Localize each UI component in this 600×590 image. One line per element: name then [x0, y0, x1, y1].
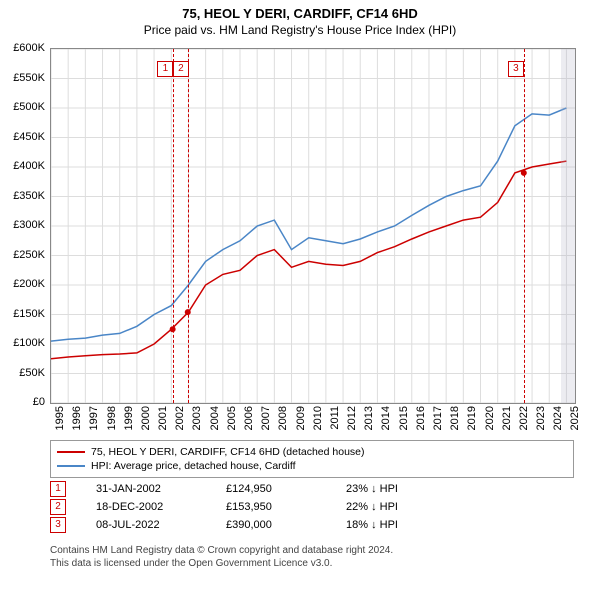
y-tick-label: £100K: [5, 337, 45, 349]
table-row: 2 18-DEC-2002£153,95022% ↓ HPI: [50, 498, 446, 516]
footnote-line-2: This data is licensed under the Open Gov…: [50, 557, 393, 570]
legend-label: HPI: Average price, detached house, Card…: [91, 460, 296, 472]
sale-pct: 22% ↓ HPI: [346, 501, 446, 513]
x-tick-label: 2011: [329, 406, 341, 430]
sales-table: 1 31-JAN-2002£124,95023% ↓ HPI 2 18-DEC-200…: [50, 480, 446, 534]
x-tick-label: 2018: [449, 406, 461, 430]
plot-area: 12 3: [50, 48, 576, 404]
x-tick-label: 2007: [260, 406, 272, 430]
legend-label: 75, HEOL Y DERI, CARDIFF, CF14 6HD (deta…: [91, 446, 365, 458]
x-tick-label: 2013: [363, 406, 375, 430]
legend-swatch: [57, 451, 85, 453]
sale-pct: 18% ↓ HPI: [346, 519, 446, 531]
table-row: 1 31-JAN-2002£124,95023% ↓ HPI: [50, 480, 446, 498]
x-tick-label: 1996: [71, 406, 83, 430]
y-tick-label: £200K: [5, 278, 45, 290]
forecast-shade: [561, 49, 575, 403]
sale-marker: 3: [508, 61, 524, 77]
x-tick-label: 2008: [277, 406, 289, 430]
x-tick-label: 2002: [174, 406, 186, 430]
y-tick-label: £300K: [5, 219, 45, 231]
x-tick-label: 1995: [54, 406, 66, 430]
x-tick-label: 2001: [157, 406, 169, 430]
x-tick-label: 2020: [484, 406, 496, 430]
x-tick-label: 2016: [415, 406, 427, 430]
x-tick-label: 2019: [466, 406, 478, 430]
y-tick-label: £600K: [5, 42, 45, 54]
x-tick-label: 1997: [88, 406, 100, 430]
x-tick-label: 2004: [209, 406, 221, 430]
sale-number-box: 1: [50, 481, 66, 497]
chart-subtitle: Price paid vs. HM Land Registry's House …: [0, 23, 600, 37]
x-tick-label: 2023: [535, 406, 547, 430]
sale-vline: [188, 49, 189, 403]
legend-row: HPI: Average price, detached house, Card…: [57, 459, 567, 473]
x-tick-label: 2021: [501, 406, 513, 430]
y-tick-label: £150K: [5, 308, 45, 320]
sale-vline: [524, 49, 525, 403]
x-tick-label: 2005: [226, 406, 238, 430]
table-row: 3 08-JUL-2022£390,00018% ↓ HPI: [50, 516, 446, 534]
y-tick-label: £350K: [5, 190, 45, 202]
x-tick-label: 2000: [140, 406, 152, 430]
y-tick-label: £500K: [5, 101, 45, 113]
x-tick-label: 1999: [123, 406, 135, 430]
plot-svg: [51, 49, 575, 403]
sale-number-box: 2: [50, 499, 66, 515]
x-tick-label: 2024: [552, 406, 564, 430]
y-tick-label: £550K: [5, 72, 45, 84]
legend: 75, HEOL Y DERI, CARDIFF, CF14 6HD (deta…: [50, 440, 574, 478]
sale-date: 31-JAN-2002: [96, 483, 226, 495]
footnote-line-1: Contains HM Land Registry data © Crown c…: [50, 544, 393, 557]
sale-marker: 2: [173, 61, 189, 77]
sale-price: £390,000: [226, 519, 346, 531]
legend-swatch: [57, 465, 85, 467]
x-tick-label: 2003: [191, 406, 203, 430]
sale-price: £124,950: [226, 483, 346, 495]
x-tick-label: 2012: [346, 406, 358, 430]
x-tick-label: 2025: [569, 406, 581, 430]
sale-date: 08-JUL-2022: [96, 519, 226, 531]
sale-price: £153,950: [226, 501, 346, 513]
chart-title: 75, HEOL Y DERI, CARDIFF, CF14 6HD: [0, 0, 600, 21]
y-tick-label: £450K: [5, 131, 45, 143]
x-tick-label: 2009: [295, 406, 307, 430]
sale-vline: [173, 49, 174, 403]
x-tick-label: 2010: [312, 406, 324, 430]
y-tick-label: £50K: [5, 367, 45, 379]
sale-marker: 1: [157, 61, 173, 77]
x-tick-label: 2015: [398, 406, 410, 430]
footnote: Contains HM Land Registry data © Crown c…: [50, 544, 393, 570]
x-tick-label: 2017: [432, 406, 444, 430]
sale-pct: 23% ↓ HPI: [346, 483, 446, 495]
x-tick-label: 1998: [106, 406, 118, 430]
sale-date: 18-DEC-2002: [96, 501, 226, 513]
x-tick-label: 2022: [518, 406, 530, 430]
x-tick-label: 2014: [380, 406, 392, 430]
legend-row: 75, HEOL Y DERI, CARDIFF, CF14 6HD (deta…: [57, 445, 567, 459]
y-tick-label: £0: [5, 396, 45, 408]
x-tick-label: 2006: [243, 406, 255, 430]
chart-container: 75, HEOL Y DERI, CARDIFF, CF14 6HD Price…: [0, 0, 600, 590]
y-tick-label: £400K: [5, 160, 45, 172]
y-tick-label: £250K: [5, 249, 45, 261]
sale-number-box: 3: [50, 517, 66, 533]
